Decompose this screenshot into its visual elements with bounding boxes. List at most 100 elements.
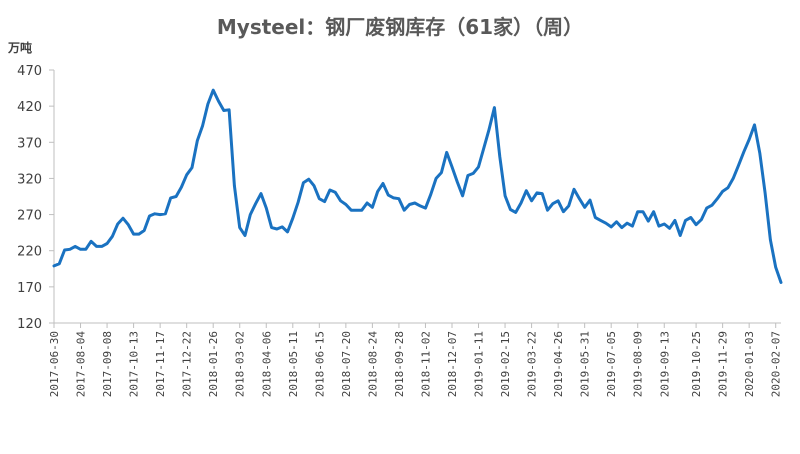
data-point bbox=[721, 190, 724, 193]
x-tick-label: 2017-10-13 bbox=[128, 331, 141, 397]
data-point bbox=[297, 201, 300, 204]
data-point bbox=[387, 194, 390, 197]
data-point bbox=[758, 152, 761, 155]
data-point bbox=[557, 199, 560, 202]
x-tick-label: 2019-03-22 bbox=[526, 331, 539, 397]
data-point bbox=[451, 165, 454, 168]
data-point bbox=[148, 215, 151, 218]
data-point bbox=[265, 207, 268, 210]
x-axis-ticks: 2017-06-30 2017-08-04 2017-09-08 2017-10-13… bbox=[48, 323, 783, 397]
x-tick-label: 2018-12-07 bbox=[446, 331, 459, 397]
data-point bbox=[705, 207, 708, 210]
data-point bbox=[275, 228, 278, 231]
data-point bbox=[716, 197, 719, 200]
data-point bbox=[159, 213, 162, 216]
data-point bbox=[482, 147, 485, 150]
data-point bbox=[217, 100, 220, 103]
data-point bbox=[360, 209, 363, 212]
x-tick-label: 2018-09-28 bbox=[393, 331, 406, 397]
data-point bbox=[334, 191, 337, 194]
data-point bbox=[222, 109, 225, 112]
x-tick-label: 2019-02-15 bbox=[499, 331, 512, 397]
data-point bbox=[647, 220, 650, 223]
data-point bbox=[90, 240, 93, 243]
data-point bbox=[413, 202, 416, 205]
data-point bbox=[291, 217, 294, 220]
x-tick-label: 2020-02-07 bbox=[770, 331, 783, 397]
data-point bbox=[392, 196, 395, 199]
x-tick-label: 2018-03-02 bbox=[234, 331, 247, 397]
y-axis-unit: 万吨 bbox=[7, 40, 32, 55]
data-point bbox=[180, 186, 183, 189]
data-point bbox=[286, 230, 289, 233]
data-point bbox=[212, 89, 215, 92]
data-point bbox=[679, 234, 682, 237]
data-point bbox=[196, 139, 199, 142]
data-point bbox=[657, 225, 660, 228]
data-point bbox=[132, 233, 135, 236]
data-point bbox=[477, 165, 480, 168]
data-point bbox=[175, 195, 178, 198]
data-point bbox=[344, 203, 347, 206]
data-point bbox=[153, 212, 156, 215]
data-point bbox=[567, 204, 570, 207]
chart-title: Mysteel：钢厂废钢库存（61家）（周） bbox=[217, 15, 583, 39]
data-point bbox=[695, 223, 698, 226]
data-point bbox=[530, 199, 533, 202]
x-tick-label: 2019-01-11 bbox=[473, 331, 486, 397]
x-tick-label: 2018-01-26 bbox=[207, 331, 220, 397]
data-point bbox=[748, 138, 751, 141]
data-point bbox=[318, 197, 321, 200]
x-tick-label: 2019-09-13 bbox=[658, 331, 671, 397]
data-point bbox=[429, 193, 432, 196]
y-tick-label: 470 bbox=[17, 64, 42, 79]
data-point bbox=[493, 106, 496, 109]
data-point bbox=[541, 192, 544, 195]
x-tick-label: 2018-07-20 bbox=[340, 331, 353, 397]
data-point bbox=[599, 219, 602, 222]
x-tick-label: 2019-05-31 bbox=[579, 331, 592, 397]
y-tick-label: 370 bbox=[17, 136, 42, 151]
data-point bbox=[520, 202, 523, 205]
x-tick-label: 2019-07-05 bbox=[605, 331, 618, 397]
data-point bbox=[419, 204, 422, 207]
y-tick-label: 170 bbox=[17, 281, 42, 296]
data-point bbox=[238, 226, 241, 229]
data-point bbox=[498, 155, 501, 158]
data-point bbox=[53, 264, 56, 267]
data-point bbox=[403, 209, 406, 212]
data-point bbox=[604, 222, 607, 225]
x-tick-label: 2019-08-09 bbox=[632, 331, 645, 397]
data-point bbox=[461, 194, 464, 197]
data-point bbox=[122, 217, 125, 220]
data-point bbox=[328, 189, 331, 192]
data-point bbox=[228, 108, 231, 111]
data-point bbox=[397, 197, 400, 200]
data-point bbox=[737, 164, 740, 167]
data-point bbox=[636, 210, 639, 213]
data-point bbox=[58, 262, 61, 265]
data-point bbox=[610, 225, 613, 228]
x-tick-label: 2020-01-03 bbox=[743, 331, 756, 397]
data-point bbox=[143, 229, 146, 232]
x-tick-label: 2019-11-29 bbox=[717, 331, 730, 397]
data-point bbox=[546, 209, 549, 212]
data-point bbox=[382, 182, 385, 185]
data-point bbox=[514, 211, 517, 214]
data-point bbox=[79, 248, 82, 251]
data-point bbox=[270, 226, 273, 229]
data-point bbox=[626, 222, 629, 225]
data-point bbox=[127, 223, 130, 226]
data-point bbox=[440, 171, 443, 174]
data-point bbox=[191, 166, 194, 169]
series-line bbox=[52, 88, 783, 284]
data-point bbox=[201, 124, 204, 127]
data-point bbox=[366, 202, 369, 205]
data-point bbox=[355, 209, 358, 212]
data-point bbox=[742, 150, 745, 153]
data-point bbox=[233, 184, 236, 187]
x-tick-label: 2017-09-08 bbox=[101, 331, 114, 397]
data-point bbox=[578, 197, 581, 200]
data-point bbox=[307, 178, 310, 181]
